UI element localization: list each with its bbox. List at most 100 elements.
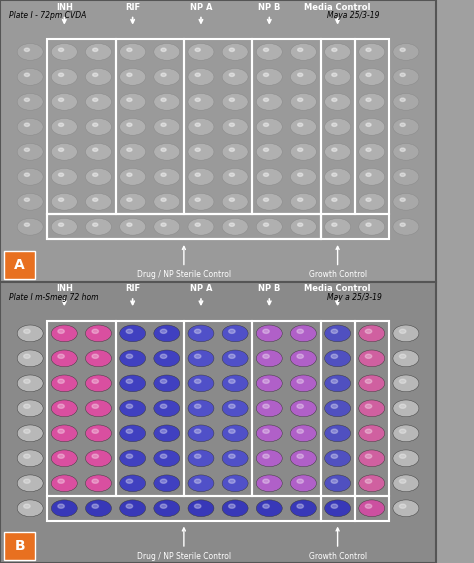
Circle shape <box>365 504 372 508</box>
Circle shape <box>291 475 317 491</box>
Circle shape <box>222 400 248 417</box>
Circle shape <box>154 194 180 210</box>
Circle shape <box>297 479 303 483</box>
Circle shape <box>17 144 43 160</box>
Circle shape <box>393 194 419 210</box>
Circle shape <box>85 218 111 235</box>
Circle shape <box>325 500 351 517</box>
Circle shape <box>263 504 269 508</box>
Circle shape <box>24 504 30 508</box>
Circle shape <box>331 479 337 483</box>
Circle shape <box>92 98 98 101</box>
Circle shape <box>17 400 43 417</box>
Circle shape <box>92 73 98 77</box>
Circle shape <box>291 400 317 417</box>
Circle shape <box>195 98 201 101</box>
Circle shape <box>194 404 201 408</box>
Circle shape <box>365 454 372 458</box>
Circle shape <box>264 98 269 101</box>
Circle shape <box>154 93 180 110</box>
Circle shape <box>24 148 29 151</box>
Circle shape <box>160 379 167 383</box>
Circle shape <box>256 194 282 210</box>
Circle shape <box>400 73 405 77</box>
Circle shape <box>400 504 406 508</box>
Circle shape <box>256 168 282 185</box>
Circle shape <box>365 329 372 333</box>
Circle shape <box>393 325 419 342</box>
Circle shape <box>229 148 235 151</box>
Circle shape <box>222 144 248 160</box>
Circle shape <box>331 379 337 383</box>
Circle shape <box>154 350 180 367</box>
Circle shape <box>256 325 282 342</box>
Circle shape <box>154 475 180 491</box>
Circle shape <box>359 450 385 467</box>
Circle shape <box>126 404 133 408</box>
Circle shape <box>400 48 405 51</box>
Circle shape <box>188 475 214 491</box>
Circle shape <box>400 454 406 458</box>
Circle shape <box>85 475 111 491</box>
Circle shape <box>291 118 317 135</box>
Circle shape <box>17 69 43 85</box>
Circle shape <box>332 148 337 151</box>
Circle shape <box>24 73 29 77</box>
Circle shape <box>188 43 214 60</box>
Circle shape <box>127 98 132 101</box>
Text: Drug / NP Sterile Control: Drug / NP Sterile Control <box>137 247 231 279</box>
Circle shape <box>365 429 372 434</box>
Circle shape <box>366 48 371 51</box>
Circle shape <box>160 354 167 359</box>
Circle shape <box>160 329 167 333</box>
Circle shape <box>58 148 64 151</box>
Text: NP B: NP B <box>258 3 281 23</box>
Circle shape <box>85 425 111 442</box>
Circle shape <box>92 198 98 202</box>
Circle shape <box>126 454 133 458</box>
Circle shape <box>119 325 146 342</box>
Circle shape <box>188 144 214 160</box>
Circle shape <box>325 450 351 467</box>
Circle shape <box>297 354 303 359</box>
Circle shape <box>332 123 337 127</box>
Circle shape <box>17 375 43 392</box>
Circle shape <box>298 173 303 176</box>
Circle shape <box>222 450 248 467</box>
Circle shape <box>194 479 201 483</box>
Circle shape <box>264 123 269 127</box>
Circle shape <box>17 500 43 517</box>
Circle shape <box>393 218 419 235</box>
Circle shape <box>400 173 405 176</box>
Circle shape <box>264 223 269 226</box>
Circle shape <box>127 123 132 127</box>
Circle shape <box>17 350 43 367</box>
Circle shape <box>17 43 43 60</box>
Circle shape <box>256 375 282 392</box>
Circle shape <box>58 329 64 333</box>
Circle shape <box>325 350 351 367</box>
Circle shape <box>85 350 111 367</box>
Circle shape <box>154 425 180 442</box>
Circle shape <box>154 69 180 85</box>
Circle shape <box>331 429 337 434</box>
Bar <box>252 39 320 215</box>
Circle shape <box>126 479 133 483</box>
Circle shape <box>160 429 167 434</box>
Circle shape <box>365 379 372 383</box>
Circle shape <box>127 173 132 176</box>
Circle shape <box>291 350 317 367</box>
Circle shape <box>256 450 282 467</box>
Circle shape <box>51 168 77 185</box>
Circle shape <box>222 425 248 442</box>
Circle shape <box>222 194 248 210</box>
Circle shape <box>161 73 166 77</box>
Circle shape <box>24 404 30 408</box>
Circle shape <box>256 43 282 60</box>
Circle shape <box>119 400 146 417</box>
Circle shape <box>85 118 111 135</box>
Circle shape <box>127 198 132 202</box>
Circle shape <box>24 429 30 434</box>
Circle shape <box>222 325 248 342</box>
Circle shape <box>359 500 385 517</box>
